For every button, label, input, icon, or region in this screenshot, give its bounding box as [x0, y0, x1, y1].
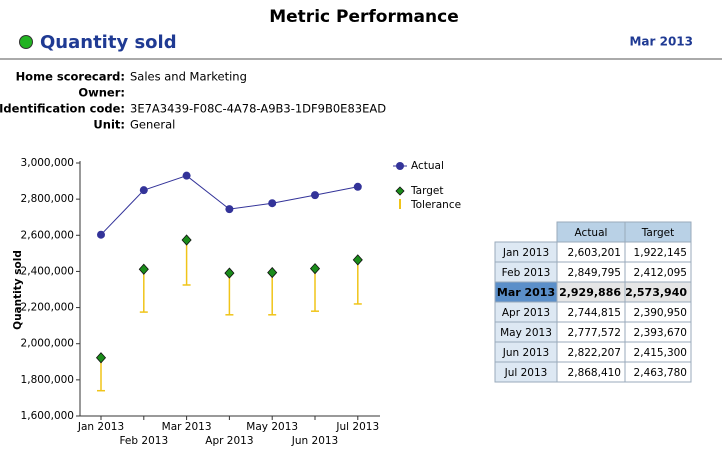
point: [267, 266, 278, 279]
x-tick-label: Feb 2013: [119, 435, 168, 447]
table-value: 2,849,795: [568, 267, 621, 279]
metric-name: Quantity sold: [40, 32, 177, 53]
table-value: 2,412,095: [634, 267, 687, 279]
point: [182, 171, 191, 180]
x-tick-label: Jan 2013: [77, 421, 124, 433]
detail-label: Home scorecard:: [16, 70, 125, 84]
point: [138, 263, 149, 275]
table-value: 2,777,572: [568, 327, 621, 339]
detail-value: General: [130, 118, 175, 132]
tolerance-bar: [225, 273, 234, 316]
tolerance-bar: [311, 268, 319, 312]
row-label: Jul 2013: [504, 367, 548, 379]
point: [224, 267, 235, 279]
point: [97, 230, 105, 239]
row-label: Mar 2013: [497, 286, 555, 299]
x-tick-label: Apr 2013: [205, 435, 253, 447]
detail-label: Owner:: [78, 86, 125, 100]
point: [353, 182, 362, 191]
row-label: May 2013: [500, 327, 552, 339]
table-value: 2,822,207: [568, 347, 621, 359]
point: [181, 234, 192, 246]
legend-label: Target: [410, 185, 443, 197]
y-tick-label: 1,600,000: [21, 410, 74, 422]
point: [268, 199, 277, 208]
legend-label: Tolerance: [410, 199, 461, 211]
y-tick-label: 2,600,000: [21, 229, 74, 241]
point: [139, 186, 148, 195]
row-label: Jun 2013: [502, 347, 549, 359]
table-value: 2,573,940: [625, 286, 687, 299]
legend-label: Actual: [411, 160, 444, 172]
table-value: 2,603,201: [568, 247, 621, 259]
table-value: 2,415,300: [634, 347, 687, 359]
period: Mar 2013: [629, 35, 693, 49]
detail-value: 3E7A3439-F08C-4A78-A9B3-1DF9B0E83EAD: [130, 102, 386, 116]
y-tick-label: 2,800,000: [21, 193, 74, 205]
x-tick-label: Jul 2013: [335, 421, 379, 433]
row-label: Apr 2013: [502, 307, 550, 319]
point: [309, 263, 321, 275]
table-value: 2,393,670: [634, 327, 687, 339]
table-value: 2,868,410: [568, 367, 621, 379]
detail-value: Sales and Marketing: [130, 70, 247, 84]
tolerance-bar: [353, 259, 362, 305]
status-icon: [19, 35, 33, 49]
row-label: Jan 2013: [502, 247, 549, 259]
detail-label: Identification code:: [0, 102, 125, 116]
table-value: 2,744,815: [568, 307, 621, 319]
point: [352, 254, 363, 266]
y-tick-label: 3,000,000: [21, 157, 74, 169]
table-value: 1,922,145: [634, 247, 687, 259]
legend-marker: [396, 162, 404, 170]
table-value: 2,390,950: [634, 307, 687, 319]
y-tick-label: 2,000,000: [21, 338, 74, 350]
tolerance-bar: [268, 272, 277, 316]
table-value: 2,463,780: [634, 367, 687, 379]
y-axis-label: Quantity sold: [12, 250, 24, 330]
y-tick-label: 1,800,000: [21, 374, 74, 386]
point: [311, 191, 319, 200]
y-tick-label: 2,200,000: [21, 302, 74, 314]
x-tick-label: May 2013: [246, 421, 298, 433]
tolerance-bar: [182, 239, 191, 286]
table-cell: [624, 361, 692, 383]
y-tick-label: 2,400,000: [21, 265, 74, 277]
detail-label: Unit:: [93, 118, 125, 132]
row-label: Feb 2013: [502, 267, 551, 279]
legend-marker: [395, 186, 405, 196]
point: [225, 205, 234, 214]
x-tick-label: Jun 2013: [291, 435, 338, 447]
x-tick-label: Mar 2013: [162, 421, 212, 433]
point: [95, 352, 107, 364]
table-header: Target: [641, 227, 674, 239]
table-header: Actual: [575, 227, 608, 239]
page-title: Metric Performance: [269, 7, 459, 27]
table-value: 2,929,886: [559, 286, 621, 299]
tolerance-bar: [139, 269, 148, 313]
